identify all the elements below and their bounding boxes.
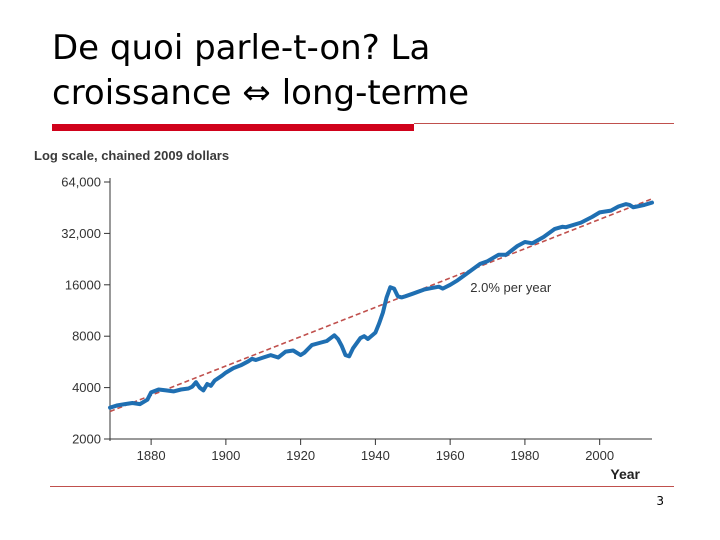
footer-rule	[50, 486, 674, 487]
y-tick-label: 2000	[72, 432, 101, 447]
y-tick-label: 8000	[72, 329, 101, 344]
x-tick-label: 1900	[211, 448, 240, 463]
trend-line	[109, 198, 653, 413]
slide-title: De quoi parle-t-on? La croissance ⇔ long…	[52, 26, 672, 116]
chart-title: Log scale, chained 2009 dollars	[34, 148, 229, 163]
x-axis: 1880 1900 1920 1940 1960 1980 2000	[110, 438, 652, 463]
y-tick-label: 32,000	[61, 226, 101, 241]
y-tick-label: 4000	[72, 380, 101, 395]
x-tick-label: 1920	[286, 448, 315, 463]
title-rule-line	[414, 123, 674, 124]
x-tick-label: 1980	[510, 448, 539, 463]
title-accent-bar	[52, 124, 414, 131]
gdp-chart: Log scale, chained 2009 dollars 2000 4000…	[0, 140, 720, 494]
y-tick-label: 16000	[65, 277, 101, 292]
x-tick-label: 2000	[585, 448, 614, 463]
chart-svg: Log scale, chained 2009 dollars 2000 4000…	[34, 148, 654, 482]
title-line-2: croissance ⇔ long-terme	[52, 73, 470, 113]
page-number: 3	[656, 494, 664, 508]
trend-annotation: 2.0% per year	[470, 280, 552, 295]
x-axis-title: Year	[610, 466, 640, 482]
title-line-1: De quoi parle-t-on? La	[52, 28, 431, 68]
x-tick-label: 1880	[137, 448, 166, 463]
y-tick-label: 64,000	[61, 175, 101, 190]
series-line	[108, 200, 654, 410]
y-axis: 2000 4000 8000 16000 32,000 64,000	[61, 175, 111, 447]
x-tick-label: 1960	[436, 448, 465, 463]
x-tick-label: 1940	[361, 448, 390, 463]
